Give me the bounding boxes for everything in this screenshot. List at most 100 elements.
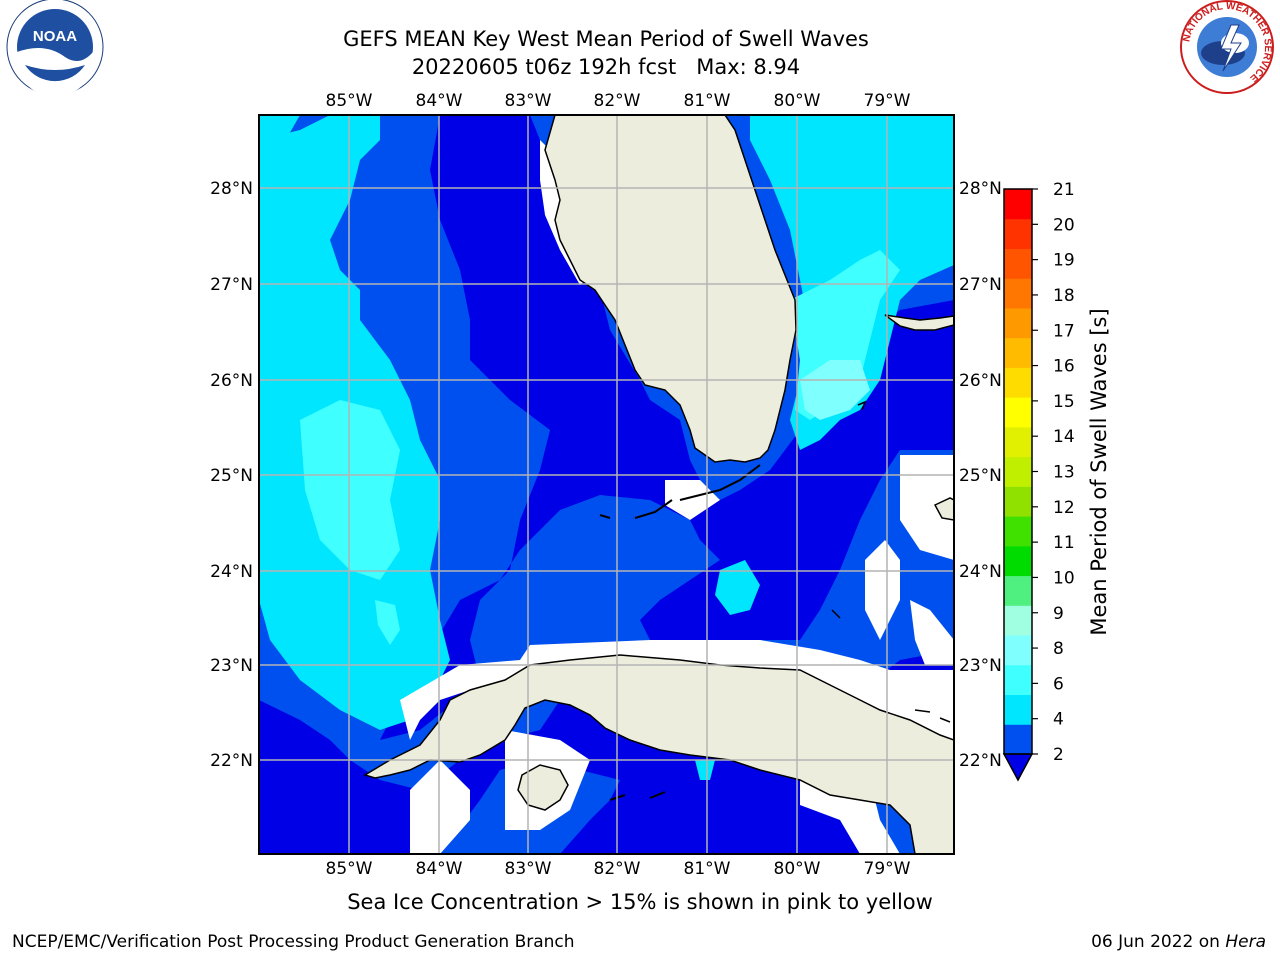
colorbar-segment	[1004, 575, 1032, 606]
lat-label: 28°N	[210, 179, 253, 199]
colorbar-tick-label: 16	[1053, 357, 1075, 377]
land-island-1	[857, 400, 867, 411]
lon-label: 84°W	[416, 859, 463, 879]
lat-label: 26°N	[959, 371, 1002, 391]
colorbar-segment	[1004, 426, 1032, 458]
lat-label: 25°N	[210, 466, 253, 486]
lon-label: 80°W	[774, 91, 821, 111]
colorbar-segment	[1004, 278, 1032, 309]
colorbar	[1002, 188, 1034, 782]
colorbar-tick-label: 15	[1053, 392, 1075, 412]
swell-period-field	[259, 115, 954, 854]
lon-label: 81°W	[684, 91, 731, 111]
colorbar-tick-label: 8	[1053, 639, 1064, 659]
footer-credit: NCEP/EMC/Verification Post Processing Pr…	[12, 932, 575, 952]
colorbar-tick-label: 11	[1053, 533, 1075, 553]
lon-label: 85°W	[326, 859, 373, 879]
land-florida	[544, 115, 797, 463]
noaa-logo: NOAA	[6, 0, 104, 97]
colorbar-segment	[1004, 694, 1032, 725]
colorbar-tick-label: 21	[1053, 180, 1075, 200]
colorbar-ticks: 21 20 19 18 17 16 15 14 13 12 11 10 9 8 6 4 2	[1032, 180, 1075, 765]
lon-label: 83°W	[505, 91, 552, 111]
colorbar-tick-label: 18	[1053, 286, 1075, 306]
contour-8-9-east	[800, 360, 870, 420]
colorbar-segment	[1004, 367, 1032, 398]
lon-label: 82°W	[594, 91, 641, 111]
colorbar-tick-label: 2	[1053, 745, 1064, 765]
land-nassau	[914, 709, 951, 723]
lat-labels-right: 28°N 27°N 26°N 25°N 24°N 23°N 22°N	[959, 179, 1002, 771]
colorbar-segment	[1004, 516, 1032, 547]
lat-label: 24°N	[959, 562, 1002, 582]
lat-label: 22°N	[210, 751, 253, 771]
chart-subtitle: 20220605 t06z 192h fcst Max: 8.94	[411, 55, 801, 79]
colorbar-segment	[1004, 486, 1032, 517]
nodata-south-east	[800, 780, 900, 854]
lat-label: 25°N	[959, 466, 1002, 486]
footer-date-text: 06 Jun 2022 on	[1091, 932, 1226, 952]
lat-label: 23°N	[959, 656, 1002, 676]
lat-label: 27°N	[210, 275, 253, 295]
colorbar-segment	[1004, 664, 1032, 696]
contour-4-6-caysal	[715, 560, 760, 615]
colorbar-segment	[1004, 605, 1032, 636]
lat-label: 27°N	[959, 275, 1002, 295]
colorbar-tick-label: 9	[1053, 604, 1064, 624]
lat-labels-left: 28°N 27°N 26°N 25°N 24°N 23°N 22°N	[210, 179, 253, 771]
nodata-bahamas-mid	[865, 540, 900, 640]
colorbar-segment	[1004, 189, 1032, 220]
lat-label: 23°N	[210, 656, 253, 676]
contour-4-6-south	[695, 760, 715, 780]
land-island-2	[831, 609, 841, 619]
nws-logo: NATIONAL WEATHER SERVICE	[1180, 0, 1274, 94]
colorbar-tick-label: 20	[1053, 215, 1075, 235]
lon-label: 83°W	[505, 859, 552, 879]
colorbar-tick-label: 17	[1053, 321, 1075, 341]
contour-6-8-west-2	[375, 600, 400, 645]
lon-label: 85°W	[326, 91, 373, 111]
colorbar-segment	[1004, 307, 1032, 339]
gridlines	[259, 115, 954, 854]
lon-label: 81°W	[684, 859, 731, 879]
land-cuba	[363, 654, 954, 854]
nodata-south-west	[410, 760, 470, 854]
land-isla-juventud	[517, 764, 569, 811]
colorbar-tick-label: 14	[1053, 427, 1075, 447]
colorbar-tick-label: 12	[1053, 498, 1075, 518]
lon-label: 82°W	[594, 859, 641, 879]
colorbar-segment	[1004, 337, 1032, 368]
lat-label: 24°N	[210, 562, 253, 582]
lon-labels-top: 85°W 84°W 83°W 82°W 81°W 80°W 79°W	[326, 91, 911, 111]
colorbar-under-triangle	[1002, 753, 1034, 782]
colorbar-segment	[1004, 248, 1032, 279]
nodata-bahamas-east	[910, 600, 954, 665]
colorbar-segment	[1004, 397, 1032, 428]
footer-host: Hera	[1225, 932, 1266, 952]
land-andros	[933, 497, 954, 521]
sea-ice-note: Sea Ice Concentration > 15% is shown in …	[347, 890, 933, 914]
lat-label: 22°N	[959, 751, 1002, 771]
lon-label: 84°W	[416, 91, 463, 111]
colorbar-tick-label: 6	[1053, 674, 1064, 694]
nodata-bahamas-north	[900, 455, 954, 560]
lon-label: 79°W	[864, 91, 911, 111]
lon-label: 79°W	[864, 859, 911, 879]
colorbar-segment	[1004, 545, 1032, 577]
colorbar-tick-label: 19	[1053, 251, 1075, 271]
svg-text:NOAA: NOAA	[33, 28, 77, 45]
land-grand-bahama	[884, 314, 954, 331]
colorbar-tick-label: 13	[1053, 463, 1075, 483]
lat-label: 26°N	[210, 371, 253, 391]
colorbar-tick-label: 4	[1053, 710, 1064, 730]
colorbar-segment	[1004, 635, 1032, 666]
chart-title: GEFS MEAN Key West Mean Period of Swell …	[343, 27, 869, 51]
colorbar-segment	[1004, 218, 1032, 249]
colorbar-tick-label: 10	[1053, 568, 1075, 588]
colorbar-label: Mean Period of Swell Waves [s]	[1087, 308, 1111, 635]
footer-date: 06 Jun 2022 on Hera	[1091, 932, 1266, 952]
lon-label: 80°W	[774, 859, 821, 879]
contour-4-6-west-2	[259, 115, 300, 160]
contour-6-8-west	[300, 400, 400, 580]
